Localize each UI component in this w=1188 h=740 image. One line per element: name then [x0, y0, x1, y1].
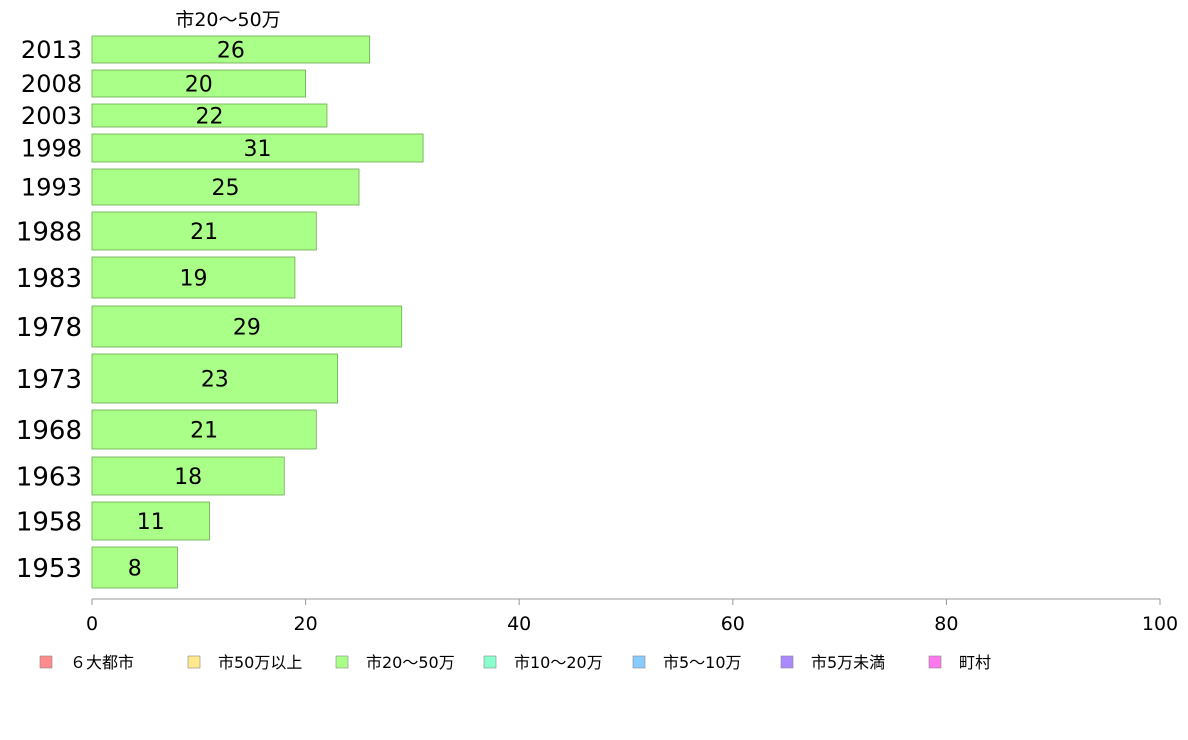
x-tick-label-100: 100: [1142, 613, 1178, 635]
bar-2013: [91, 35, 371, 64]
bar-value-1983: 19: [179, 267, 207, 292]
legend-label-1: 市50万以上: [218, 653, 302, 672]
category-label-1978: 1978: [16, 313, 82, 343]
bars-group: 26 2013 20 2008 22 2003 31 1998 25 1993 21 1988 19 19…: [16, 35, 424, 589]
bar-1963: [91, 456, 285, 496]
category-label-1958: 1958: [16, 507, 82, 537]
category-label-1963: 1963: [16, 462, 82, 492]
category-label-2013: 2013: [21, 36, 82, 64]
x-tick-label-80: 80: [934, 613, 958, 635]
category-label-1983: 1983: [16, 264, 82, 294]
bar-2003: [91, 103, 328, 128]
bar-value-1998: 31: [244, 137, 272, 162]
bar-value-1953: 8: [128, 557, 142, 582]
x-tick-label-20: 20: [294, 613, 318, 635]
bar-value-1958: 11: [137, 510, 165, 535]
legend-label-0: ６大都市: [70, 653, 134, 672]
legend-swatch-0: [39, 655, 53, 669]
bar-2008: [91, 69, 307, 98]
bar-value-2008: 20: [185, 73, 213, 98]
bar-value-1993: 25: [212, 176, 240, 201]
legend-swatch-6: [928, 655, 942, 669]
legend-swatch-1: [187, 655, 201, 669]
legend-swatch-5: [780, 655, 794, 669]
category-label-1993: 1993: [21, 174, 82, 202]
x-tick-label-0: 0: [86, 613, 98, 635]
category-label-1968: 1968: [16, 416, 82, 446]
bar-value-2013: 26: [217, 39, 245, 64]
bar-value-2003: 22: [195, 105, 223, 130]
bar-value-1988: 21: [190, 220, 218, 245]
series-label: 市20〜50万: [175, 9, 280, 31]
bar-1983: [91, 256, 296, 299]
legend-swatch-3: [483, 655, 497, 669]
category-label-1988: 1988: [16, 217, 82, 247]
bar-1988: [91, 211, 317, 251]
bar-value-1963: 18: [174, 465, 202, 490]
bar-1993: [91, 168, 360, 206]
category-label-1998: 1998: [21, 135, 82, 163]
legend-swatch-4: [632, 655, 646, 669]
bar-1973: [91, 353, 339, 404]
bar-1978: [91, 305, 403, 348]
bar-value-1968: 21: [190, 419, 218, 444]
bar-1998: [91, 133, 424, 163]
x-tick-label-60: 60: [721, 613, 745, 635]
x-axis: 0 20 40 60 80 100: [86, 598, 1178, 635]
category-label-1953: 1953: [16, 554, 82, 584]
bar-1968: [91, 409, 317, 450]
bar-1953: [91, 546, 178, 589]
bar-value-1973: 23: [201, 368, 229, 393]
x-tick-label-40: 40: [507, 613, 531, 635]
category-label-1973: 1973: [16, 365, 82, 395]
legend-label-4: 市5〜10万: [663, 653, 742, 672]
category-label-2008: 2008: [21, 70, 82, 98]
bar-value-1978: 29: [233, 316, 261, 341]
legend-label-6: 町村: [959, 653, 991, 672]
legend-label-2: 市20〜50万: [366, 653, 455, 672]
legend-label-5: 市5万未満: [811, 653, 885, 672]
legend: ６大都市 市50万以上 市20〜50万 市10〜20万 市5〜10万 市5万未満 町村: [39, 653, 991, 672]
category-label-2003: 2003: [21, 102, 82, 130]
legend-swatch-2: [335, 655, 349, 669]
bar-1958: [91, 501, 210, 541]
legend-label-3: 市10〜20万: [514, 653, 603, 672]
